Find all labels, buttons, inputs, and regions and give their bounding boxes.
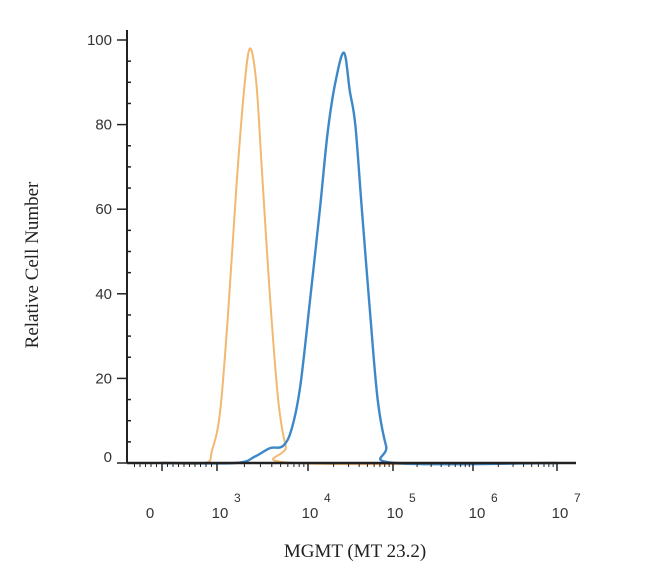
x-tick-base: 0: [146, 505, 154, 522]
x-tick-label: 10 7: [552, 491, 581, 522]
x-tick-label: 10 4: [302, 491, 331, 522]
plot-area: [161, 47, 558, 466]
y-tick-label: 60: [95, 201, 112, 218]
x-tick-label: 10 6: [469, 491, 498, 522]
x-tick-exponent: 7: [574, 491, 581, 505]
x-axis-title: MGMT (MT 23.2): [284, 541, 426, 562]
x-tick-label: 0: [146, 505, 154, 522]
series-line-mgmt: [161, 51, 558, 466]
x-tick-label: 10 3: [212, 491, 241, 522]
y-axis-title: Relative Cell Number: [22, 181, 43, 348]
x-axis: 0 10 3 10 4 10 5 10 6 10 7: [127, 461, 581, 522]
x-tick-exponent: 3: [234, 491, 241, 505]
y-axis: 0 20 40 60 80 100: [87, 30, 131, 466]
x-tick-base: 10: [212, 505, 229, 522]
x-tick-base: 10: [552, 505, 569, 522]
y-tick-label: 100: [87, 32, 112, 49]
series-line-isotype: [161, 47, 558, 466]
x-tick-base: 10: [387, 505, 404, 522]
y-tick-label: 80: [95, 117, 112, 134]
x-tick-exponent: 5: [409, 491, 416, 505]
x-tick-exponent: 6: [491, 491, 498, 505]
x-tick-exponent: 4: [324, 491, 331, 505]
x-tick-base: 10: [469, 505, 486, 522]
y-tick-label: 0: [104, 449, 112, 466]
y-tick-label: 20: [95, 370, 112, 387]
x-tick-label: 10 5: [387, 491, 416, 522]
x-tick-base: 10: [302, 505, 319, 522]
y-tick-label: 40: [95, 286, 112, 303]
